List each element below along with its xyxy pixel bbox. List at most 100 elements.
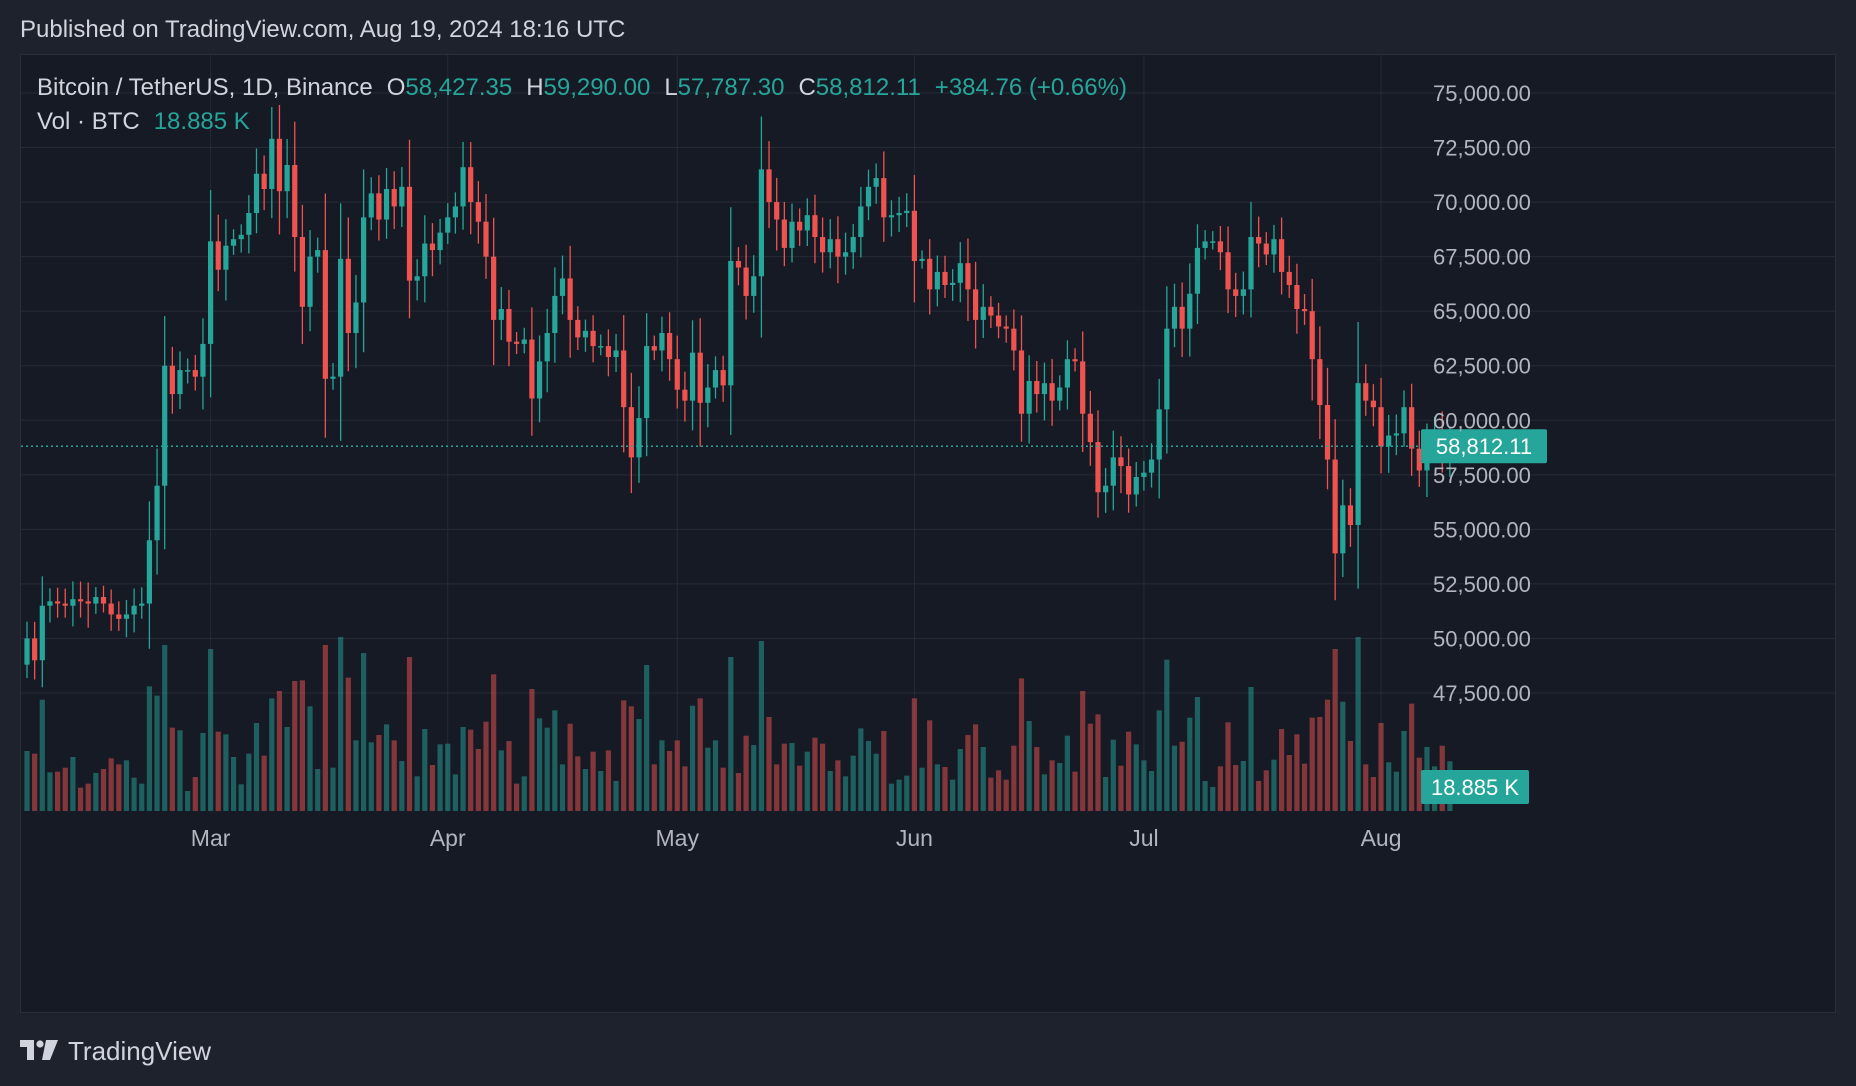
- volume-bar: [162, 645, 168, 811]
- candle-body: [208, 241, 214, 344]
- close-value: 58,812.11: [815, 74, 921, 101]
- candle-body: [1171, 306, 1178, 329]
- close-label: C: [798, 74, 816, 101]
- candle-body: [1179, 306, 1185, 329]
- candle-body: [269, 138, 275, 189]
- volume-bar: [797, 765, 803, 811]
- volume-bar: [1233, 765, 1239, 811]
- candle-body: [85, 601, 91, 604]
- candle-body: [223, 245, 229, 270]
- volume-bar: [1080, 691, 1086, 811]
- volume-bar: [315, 769, 321, 811]
- candle-body: [927, 258, 933, 290]
- volume-bar: [322, 645, 328, 811]
- volume-bar: [1072, 771, 1078, 811]
- candle-body: [1347, 505, 1354, 525]
- candle-body: [567, 278, 573, 320]
- volume-bar: [123, 760, 130, 811]
- candle-body: [491, 256, 497, 320]
- candle-body: [950, 282, 956, 285]
- volume-bar: [705, 747, 711, 811]
- candle-body: [774, 202, 780, 220]
- candle-body: [292, 165, 298, 237]
- volume-bar: [766, 717, 772, 811]
- volume-bar: [621, 700, 627, 811]
- volume-bar: [292, 681, 298, 811]
- candle-body: [315, 250, 321, 257]
- candle-body: [24, 638, 30, 665]
- candle-body: [789, 221, 795, 248]
- candle-body: [1095, 442, 1101, 493]
- volume-bar: [1187, 717, 1193, 811]
- volume-bar: [154, 695, 160, 811]
- y-tick-label: 55,000.00: [1433, 517, 1531, 542]
- volume-bar: [1103, 777, 1109, 811]
- volume-bar: [636, 719, 642, 811]
- chart-area[interactable]: 58,812.11 18.885 K 47,500.00 50,000.00 52,5…: [20, 54, 1836, 1013]
- volume-bar: [521, 776, 527, 811]
- candle-body: [154, 485, 160, 541]
- candle-body: [1034, 381, 1040, 395]
- candle-body: [1263, 243, 1269, 255]
- volume-bar: [70, 757, 76, 811]
- volume-bar: [452, 774, 458, 811]
- volume-bar: [85, 783, 91, 811]
- volume-bar: [139, 783, 145, 811]
- brand-name[interactable]: TradingView: [68, 1036, 212, 1066]
- candle-body: [858, 206, 864, 237]
- volume-row: Vol · BTC 18.885 K: [37, 105, 1127, 139]
- candle-body: [468, 167, 474, 203]
- candle-body: [1370, 400, 1376, 408]
- volume-bar: [1049, 760, 1055, 811]
- candle-body: [445, 217, 451, 233]
- volume-bar: [942, 767, 948, 811]
- volume-bar: [361, 653, 367, 811]
- volume-bar: [789, 743, 795, 811]
- candle-body: [613, 350, 619, 357]
- candle-body: [812, 215, 818, 237]
- x-tick-label: Apr: [430, 825, 466, 851]
- volume-bar: [483, 721, 489, 811]
- candle-body: [850, 237, 856, 253]
- candle-body: [483, 221, 489, 257]
- candle-body: [1057, 387, 1063, 401]
- symbol-label[interactable]: Bitcoin / TetherUS, 1D, Binance: [37, 74, 373, 101]
- volume-bar: [1110, 739, 1116, 811]
- candlestick-chart[interactable]: 58,812.11 18.885 K 47,500.00 50,000.00 52,5…: [21, 55, 1836, 1013]
- candle-body: [123, 614, 130, 619]
- volume-bar: [1041, 774, 1048, 811]
- volume-bar: [1324, 699, 1331, 811]
- volume-label[interactable]: Vol · BTC: [37, 108, 140, 135]
- volume-bar: [1340, 701, 1346, 811]
- volume-bar: [491, 674, 497, 811]
- volume-bar: [506, 741, 512, 811]
- y-tick-label: 72,500.00: [1433, 136, 1531, 161]
- volume-bar: [735, 773, 742, 811]
- tradingview-logo-icon[interactable]: [20, 1036, 58, 1067]
- volume-bar: [200, 733, 206, 811]
- volume-bar: [1003, 779, 1009, 811]
- candle-body: [1317, 359, 1323, 405]
- candle-body: [1194, 247, 1201, 294]
- candle-body: [39, 605, 45, 661]
- volume-bar: [1057, 763, 1063, 811]
- volume-bar: [934, 764, 940, 811]
- volume-bar: [965, 735, 971, 811]
- candle-body: [1103, 485, 1109, 493]
- volume-bar: [100, 769, 107, 811]
- volume-bar: [1141, 760, 1147, 811]
- volume-bar: [215, 731, 221, 811]
- volume-bar: [1118, 765, 1124, 811]
- candle-body: [238, 234, 244, 240]
- candle-body: [934, 271, 940, 290]
- volume-bar: [514, 783, 520, 811]
- volume-bar: [842, 776, 849, 811]
- volume-bar: [1240, 761, 1246, 811]
- candle-body: [406, 186, 413, 281]
- volume-bar: [185, 791, 191, 811]
- candle-body: [1072, 359, 1078, 362]
- volume-bar: [1133, 744, 1139, 811]
- candle-body: [383, 189, 390, 220]
- y-tick-label: 47,500.00: [1433, 681, 1531, 706]
- high-value: 59,290.00: [543, 74, 651, 101]
